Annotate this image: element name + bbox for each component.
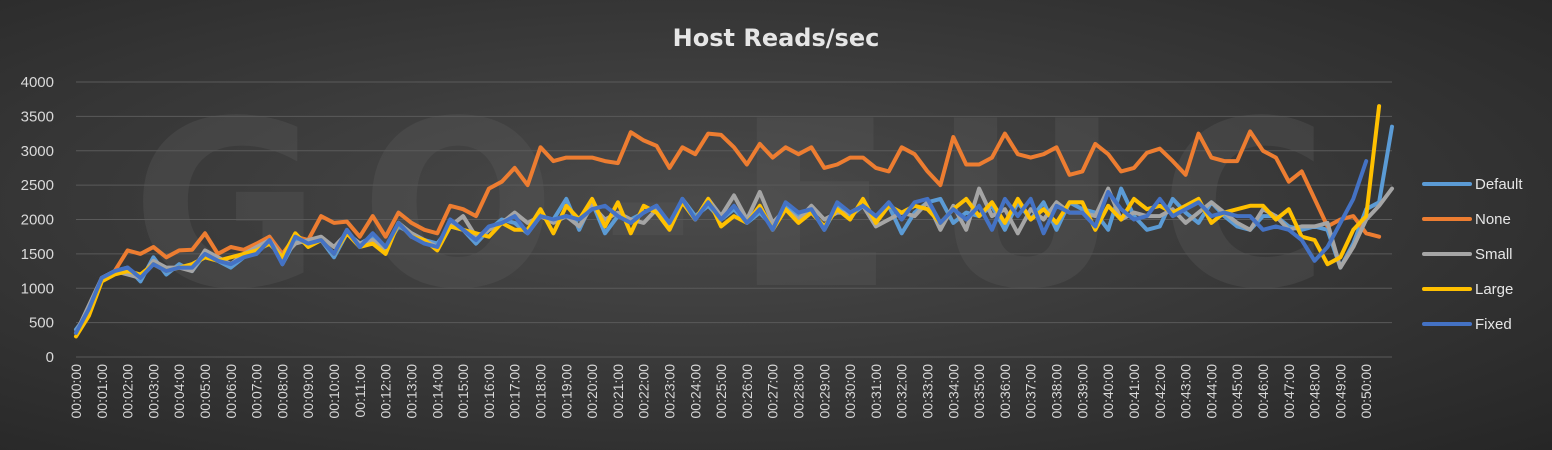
x-tick-label: 00:44:00 bbox=[1203, 364, 1219, 419]
x-tick-label: 00:24:00 bbox=[687, 364, 703, 419]
series-line-fixed bbox=[74, 159, 1369, 335]
x-tick-label: 00:07:00 bbox=[249, 364, 265, 419]
y-tick-label: 0 bbox=[46, 349, 54, 366]
y-tick-label: 4000 bbox=[21, 74, 54, 91]
x-tick-label: 00:42:00 bbox=[1152, 364, 1168, 419]
series-line-small bbox=[74, 186, 1394, 335]
x-tick-label: 00:30:00 bbox=[842, 364, 858, 419]
x-tick-label: 00:25:00 bbox=[713, 364, 729, 419]
x-tick-label: 00:36:00 bbox=[997, 364, 1013, 419]
x-tick-label: 00:14:00 bbox=[429, 364, 445, 419]
x-tick-label: 00:26:00 bbox=[739, 364, 755, 419]
y-axis: 0 500 1000 1500 2000 2500 3000 3500 4000 bbox=[21, 74, 54, 366]
x-tick-label: 00:31:00 bbox=[868, 364, 884, 419]
x-tick-label: 00:41:00 bbox=[1126, 364, 1142, 419]
x-tick-label: 00:49:00 bbox=[1332, 364, 1348, 419]
x-tick-label: 00:01:00 bbox=[94, 364, 110, 419]
legend-label-fixed: Fixed bbox=[1475, 316, 1512, 333]
x-tick-label: 00:02:00 bbox=[120, 364, 136, 419]
x-tick-label: 00:48:00 bbox=[1307, 364, 1323, 419]
x-tick-label: 00:06:00 bbox=[223, 364, 239, 419]
y-tick-label: 1500 bbox=[21, 246, 54, 263]
x-tick-label: 00:28:00 bbox=[791, 364, 807, 419]
x-tick-label: 00:23:00 bbox=[661, 364, 677, 419]
y-tick-label: 1000 bbox=[21, 280, 54, 297]
x-tick-label: 00:22:00 bbox=[636, 364, 652, 419]
x-tick-label: 00:34:00 bbox=[945, 364, 961, 419]
x-tick-label: 00:43:00 bbox=[1178, 364, 1194, 419]
chart-title: Host Reads/sec bbox=[673, 24, 880, 52]
x-tick-label: 00:10:00 bbox=[326, 364, 342, 419]
x-tick-label: 00:50:00 bbox=[1358, 364, 1374, 419]
plot-area bbox=[74, 104, 1394, 339]
x-tick-label: 00:46:00 bbox=[1255, 364, 1271, 419]
y-tick-label: 3000 bbox=[21, 143, 54, 160]
x-tick-label: 00:03:00 bbox=[145, 364, 161, 419]
x-tick-label: 00:18:00 bbox=[532, 364, 548, 419]
y-tick-label: 500 bbox=[29, 315, 54, 332]
x-tick-label: 00:05:00 bbox=[197, 364, 213, 419]
x-tick-label: 00:04:00 bbox=[171, 364, 187, 419]
x-tick-label: 00:37:00 bbox=[1023, 364, 1039, 419]
y-tick-label: 2500 bbox=[21, 177, 54, 194]
y-tick-label: 2000 bbox=[21, 212, 54, 229]
x-tick-label: 00:00:00 bbox=[68, 364, 84, 419]
x-tick-label: 00:27:00 bbox=[765, 364, 781, 419]
x-tick-label: 00:08:00 bbox=[274, 364, 290, 419]
x-tick-label: 00:29:00 bbox=[816, 364, 832, 419]
x-tick-label: 00:38:00 bbox=[1049, 364, 1065, 419]
x-tick-label: 00:33:00 bbox=[920, 364, 936, 419]
x-tick-label: 00:21:00 bbox=[610, 364, 626, 419]
x-tick-label: 00:47:00 bbox=[1281, 364, 1297, 419]
x-axis: 00:00:00 00:01:00 00:02:00 00:03:00 00:04:00… bbox=[68, 364, 1374, 419]
x-tick-label: 00:12:00 bbox=[378, 364, 394, 419]
legend-label-large: Large bbox=[1475, 281, 1513, 298]
x-tick-label: 00:11:00 bbox=[352, 364, 368, 418]
x-tick-label: 00:15:00 bbox=[455, 364, 471, 419]
x-tick-label: 00:45:00 bbox=[1229, 364, 1245, 419]
legend-label-default: Default bbox=[1475, 176, 1523, 193]
legend: Default None Small Large Fixed bbox=[1422, 176, 1523, 333]
x-tick-label: 00:09:00 bbox=[300, 364, 316, 419]
gridlines bbox=[76, 81, 1392, 358]
x-tick-label: 00:16:00 bbox=[481, 364, 497, 419]
legend-label-none: None bbox=[1475, 211, 1511, 228]
x-tick-label: 00:13:00 bbox=[403, 364, 419, 419]
x-tick-label: 00:40:00 bbox=[1100, 364, 1116, 419]
x-tick-label: 00:17:00 bbox=[507, 364, 523, 419]
x-tick-label: 00:19:00 bbox=[558, 364, 574, 419]
x-tick-label: 00:32:00 bbox=[894, 364, 910, 419]
legend-label-small: Small bbox=[1475, 246, 1513, 263]
x-tick-label: 00:35:00 bbox=[971, 364, 987, 419]
x-tick-label: 00:20:00 bbox=[584, 364, 600, 419]
y-tick-label: 3500 bbox=[21, 108, 54, 125]
x-tick-label: 00:39:00 bbox=[1074, 364, 1090, 419]
